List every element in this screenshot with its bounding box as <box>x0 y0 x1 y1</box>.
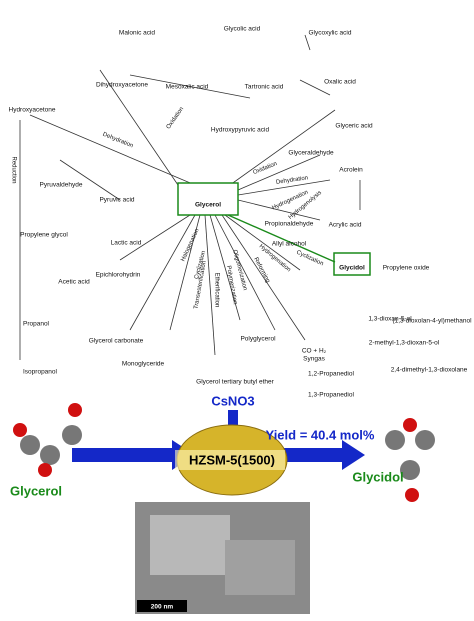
catalyst-label: HZSM-5(1500) <box>189 452 275 467</box>
product-label: Glycidol <box>352 469 403 484</box>
compound-label: CO + H₂ <box>302 348 327 355</box>
reaction-label: Transesterification <box>193 261 207 310</box>
reaction-label: Dehydration <box>102 132 134 150</box>
compound-label: 2-methyl-1,3-dioxan-5-ol <box>369 340 440 347</box>
reagent-label: CsNO3 <box>211 393 254 408</box>
compound-label: Propylene oxide <box>383 265 430 272</box>
reaction-label: Reforming <box>252 257 270 284</box>
compound-label: Propanol <box>23 321 50 328</box>
compound-label: Acetic acid <box>58 279 90 286</box>
compound-label: Glyceric acid <box>335 123 373 130</box>
compound-label: Dihydroxyacetone <box>96 82 148 89</box>
compound-label: (1,3-dioxolan-4-yl)methanol <box>392 318 472 325</box>
compound-label: Acrylic acid <box>329 222 362 229</box>
compound-label: Syngas <box>303 356 325 363</box>
compound-label: Polyglycerol <box>240 336 276 343</box>
compound-label: Pyruvaldehyde <box>40 182 83 189</box>
reaction-label: Dehydration <box>276 175 309 185</box>
reactant-label: Glycerol <box>10 483 62 498</box>
reaction-label: Reduction <box>10 156 16 183</box>
reaction-label: Halogenation <box>180 228 200 263</box>
reaction-label: Cyclization <box>295 250 324 268</box>
compound-label: Hydroxypyruvic acid <box>211 127 270 134</box>
compound-label: Allyl alcohol <box>272 241 307 248</box>
compound-label: 1,3-dioxan-5-ol <box>368 316 412 323</box>
compound-label: Glyceraldehyde <box>288 150 334 157</box>
compound-label: Epichlorohydrin <box>96 272 141 279</box>
scale-label: 200 nm <box>151 604 174 611</box>
compound-label: Glycerol carbonate <box>89 338 144 345</box>
compound-label: Propylene glycol <box>20 232 68 239</box>
glycidol-path <box>227 214 336 263</box>
compound-label: Glycoxylic acid <box>309 30 352 37</box>
compound-label: 1,2-Propanediol <box>308 371 354 378</box>
arrows <box>19 34 361 360</box>
compound-label: Propionaldehyde <box>265 221 314 228</box>
compound-label: Tartronic acid <box>245 84 284 91</box>
compound-label: Acrolein <box>339 167 363 174</box>
compound-label: Monoglyceride <box>122 361 165 368</box>
reaction-label: Etherification <box>213 273 219 308</box>
reaction-label: Oxidation <box>166 106 185 130</box>
reaction-label: Polymerization <box>225 265 238 305</box>
compound-label: 1,3-Propanediol <box>308 392 354 399</box>
compound-label: Glycidol <box>339 265 365 272</box>
scheme <box>13 403 435 614</box>
compound-label: 2,4-dimethyl-1,3-dioxolane <box>391 367 468 374</box>
center-label: Glycerol <box>195 202 221 209</box>
compound-label: Malonic acid <box>119 30 156 37</box>
compound-label: Mesoxalic acid <box>166 84 209 91</box>
compound-label: Oxalic acid <box>324 79 356 86</box>
compound-label: Hydroxyacetone <box>9 107 56 114</box>
glycerol-box <box>177 182 239 216</box>
compound-label: Glycerol tertiary butyl ether <box>196 379 275 386</box>
glycidol-box <box>333 252 371 276</box>
compound-label: Glycolic acid <box>224 26 261 33</box>
yield-label: Yield = 40.4 mol% <box>266 427 375 442</box>
compound-label: Isopropanol <box>23 369 58 376</box>
compound-label: Lactic acid <box>111 240 142 247</box>
reaction-label: Oxidation <box>252 161 278 176</box>
compound-label: Pyruvic acid <box>99 197 134 204</box>
